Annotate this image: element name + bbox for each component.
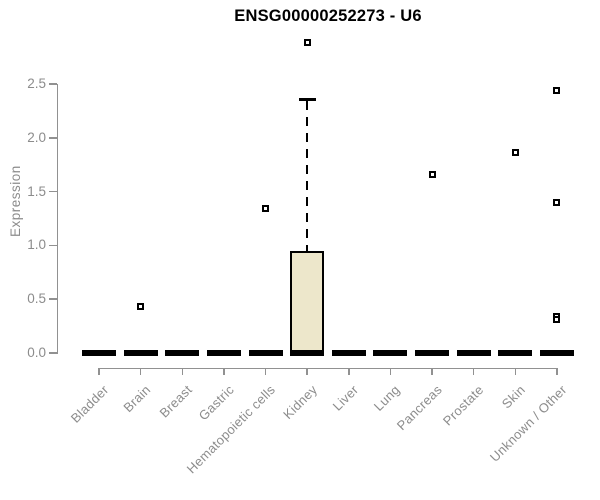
x-axis-tick — [223, 367, 225, 375]
x-axis-tick — [431, 367, 433, 375]
outlier-point — [428, 170, 436, 178]
outlier-point — [137, 303, 145, 311]
whisker-line — [305, 101, 309, 251]
y-tick-label: 0.0 — [27, 344, 46, 360]
y-axis-tick — [48, 244, 57, 247]
y-axis-tick — [48, 190, 57, 193]
x-tick-label: Bladder — [67, 382, 112, 426]
zero-bar — [373, 349, 408, 356]
box — [290, 250, 325, 356]
x-tick-label: Unknown / Other — [486, 382, 570, 465]
x-axis-tick — [264, 367, 267, 375]
x-axis-tick — [98, 367, 100, 375]
zero-bar — [123, 349, 158, 356]
zero-bar — [165, 349, 200, 356]
zero-bar — [331, 349, 366, 356]
outlier-point — [262, 205, 270, 213]
y-tick-label: 2.5 — [27, 76, 46, 92]
chart-title: ENSG00000252273 - U6 — [234, 7, 422, 25]
zero-bar — [248, 349, 283, 356]
y-axis-tick — [48, 298, 57, 300]
x-tick-label: Skin — [498, 382, 528, 412]
x-axis-line — [98, 367, 558, 369]
median-line — [290, 349, 325, 356]
x-axis-tick — [514, 367, 517, 375]
x-axis-tick — [348, 367, 350, 375]
x-tick-label: Lung — [371, 382, 404, 414]
zero-bar — [415, 349, 450, 356]
outlier-point — [303, 38, 311, 46]
zero-bar — [82, 349, 116, 356]
x-axis-tick — [306, 367, 308, 375]
y-axis-tick — [48, 137, 57, 139]
y-tick-label: 1.5 — [27, 183, 46, 199]
zero-bar — [498, 349, 533, 356]
y-axis-line — [56, 84, 58, 354]
x-axis-tick — [472, 367, 475, 375]
whisker-cap — [298, 97, 316, 101]
outlier-point — [553, 315, 561, 323]
x-axis-tick — [181, 367, 184, 375]
x-axis-tick — [556, 367, 558, 375]
y-tick-label: 2.0 — [27, 129, 46, 145]
outlier-point — [553, 87, 561, 94]
x-tick-label: Gastric — [195, 382, 237, 424]
y-tick-label: 0.5 — [27, 291, 46, 307]
y-axis-tick — [48, 352, 57, 354]
x-tick-label: Liver — [329, 382, 362, 414]
x-tick-label: Prostate — [439, 382, 487, 429]
y-axis-label: Expression — [8, 165, 23, 237]
zero-bar — [539, 349, 574, 356]
x-tick-label: Pancreas — [393, 382, 445, 434]
y-axis-tick — [48, 83, 57, 85]
x-axis-tick — [389, 367, 392, 375]
zero-bar — [206, 349, 241, 356]
x-axis-tick — [139, 367, 142, 375]
outlier-point — [553, 198, 561, 206]
outlier-point — [511, 149, 519, 157]
x-tick-label: Breast — [156, 382, 195, 421]
x-tick-label: Brain — [120, 382, 154, 416]
x-tick-label: Kidney — [279, 382, 320, 422]
y-tick-label: 1.0 — [27, 237, 46, 253]
zero-bar — [456, 349, 491, 356]
